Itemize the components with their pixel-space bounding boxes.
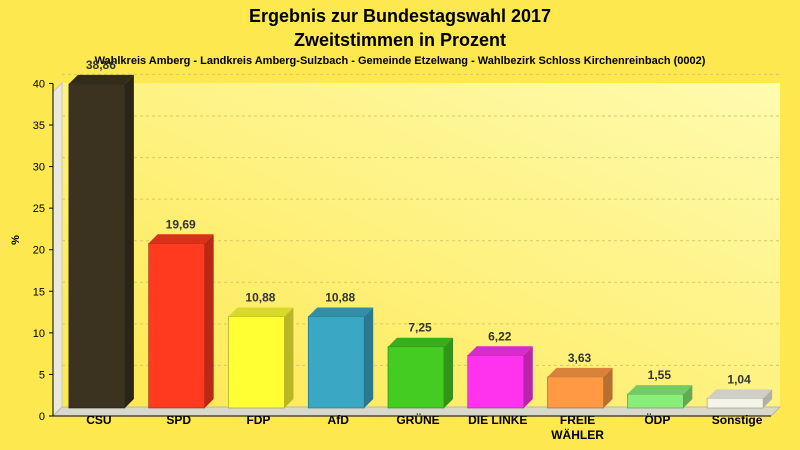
bar-top [707, 389, 773, 399]
data-label: 19,69 [166, 217, 196, 231]
data-label: 10,88 [245, 291, 275, 305]
bar-side [523, 346, 533, 408]
bar [706, 398, 764, 409]
data-label: 3,63 [568, 351, 592, 365]
bar [467, 354, 525, 409]
x-tick-label: Sonstige [712, 413, 763, 427]
bar [148, 242, 205, 409]
bar-side [444, 337, 453, 408]
bar-top [627, 385, 693, 395]
data-label: 7,25 [408, 321, 432, 335]
bar-top [467, 346, 533, 356]
chart-subtitle: Zweitstimmen in Prozent [294, 30, 506, 50]
bar-top [68, 74, 134, 84]
bar-side [284, 307, 294, 408]
data-label: 1,55 [648, 368, 672, 382]
y-axis-label: % [10, 235, 22, 245]
y-tick-label: 5 [39, 369, 45, 381]
bar [68, 83, 126, 409]
chart-title: Ergebnis zur Bundestagswahl 2017 [249, 6, 551, 26]
y-tick-label: 10 [33, 328, 45, 340]
bar-side [124, 74, 134, 408]
bar [228, 316, 285, 409]
bar-top [148, 234, 214, 244]
bar-side [683, 385, 693, 408]
bar-top [308, 307, 374, 317]
x-tick-label: WÄHLER [551, 427, 604, 442]
x-tick-label: CSU [86, 413, 111, 427]
y-tick-label: 25 [33, 203, 45, 215]
y-tick-label: 30 [33, 162, 45, 174]
data-label: 1,04 [727, 372, 751, 386]
data-label: 38,86 [86, 58, 116, 72]
bar [307, 316, 365, 409]
bar-side [603, 367, 613, 408]
y-tick-label: 40 [33, 78, 45, 90]
y-tick-label: 0 [39, 411, 45, 423]
bar-top [547, 367, 613, 377]
x-tick-label: SPD [166, 413, 191, 427]
bar [627, 393, 684, 409]
left-wall [52, 81, 63, 418]
x-tick-label: AfD [328, 413, 350, 427]
x-tick-label: ÖDP [644, 412, 670, 427]
chart-caption: Wahlkreis Amberg - Landkreis Amberg-Sulz… [95, 55, 706, 67]
data-label: 6,22 [488, 329, 512, 343]
bar-top [228, 307, 294, 317]
y-tick-label: 15 [33, 286, 45, 298]
x-tick-label: GRÜNE [396, 412, 439, 427]
x-tick-label: FDP [246, 413, 270, 427]
x-tick-label: DIE LINKE [468, 413, 527, 427]
bar-side [204, 234, 214, 408]
x-tick-label: FREIE [560, 413, 595, 427]
plot-area: 0 5 10 15 20 25 30 35 40 38,86 CSU 19,69 SPD 10,88 FDP… [33, 58, 782, 442]
bar-side [763, 389, 773, 408]
data-label: 10,88 [325, 291, 355, 305]
bar [387, 346, 445, 409]
bar [547, 376, 604, 409]
bar-top [388, 337, 453, 347]
y-tick-label: 20 [33, 245, 45, 257]
y-tick-label: 35 [33, 120, 45, 132]
bar-side [364, 307, 374, 408]
